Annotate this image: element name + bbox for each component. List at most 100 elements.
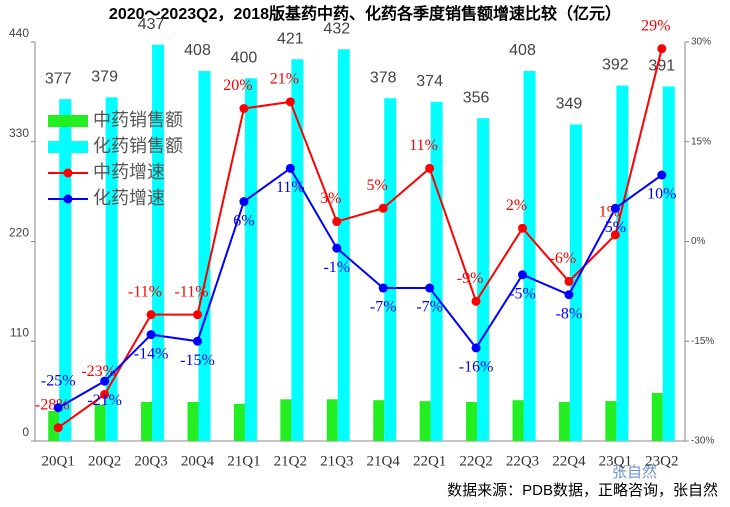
legend-swatch [63,194,73,204]
bar [141,402,153,441]
x-tick-label: 21Q4 [367,453,401,469]
bar [187,402,199,441]
bar-value-label: 408 [184,42,211,59]
bar-value-label: 377 [45,70,72,87]
bar [662,86,675,442]
bar [48,411,60,441]
bar-value-label: 392 [602,57,629,74]
line-value-label: 5% [367,177,388,194]
y2-tick-label: 30% [691,37,711,48]
y-tick-label: 440 [9,26,29,40]
bar [419,401,431,441]
line-marker [193,336,202,346]
bar [558,402,570,441]
line-value-label: 20% [223,77,252,94]
line-marker [610,203,620,213]
line-value-label: -1% [323,259,350,276]
line-value-label: 11% [276,179,305,196]
line-value-label: 6% [233,212,254,229]
line-marker [100,389,110,399]
x-tick-label: 21Q3 [320,453,353,469]
line [57,48,663,429]
line [57,166,663,409]
bar-value-label: 421 [277,30,304,47]
watermark: 张自然 [612,464,657,481]
line-value-label: 11% [409,137,438,154]
line-value-label: 21% [270,71,299,88]
source-note: 数据来源：PDB数据，正略咨询，张自然 [447,482,718,499]
line-marker [100,376,110,386]
legend-swatch [48,115,88,127]
line-value-label: 2% [506,197,527,214]
bar-value-label: 349 [556,96,583,113]
line-value-label: -11% [174,283,208,300]
line-marker [53,423,63,433]
x-tick-label: 20Q3 [134,453,167,469]
x-tick-label: 22Q3 [506,453,539,469]
legend-label: 化药增速 [93,188,165,208]
bar [233,403,245,441]
line-value-label: 3% [320,190,341,207]
line-value-label: -6% [550,250,577,267]
bar-value-label: 432 [323,20,350,37]
x-tick-label: 20Q1 [42,453,75,469]
line-marker [564,276,574,286]
line-value-label: -15% [180,352,215,369]
bar-value-label: 374 [416,73,443,90]
bar [466,402,478,441]
bar [477,118,490,441]
line-value-label: -5% [509,285,536,302]
x-tick-label: 23Q1 [599,453,632,469]
line-marker [610,230,620,240]
line-value-label: -23% [81,363,116,380]
bar-value-label: 378 [370,69,397,86]
y2-tick-label: -15% [691,336,714,347]
bar [94,404,106,441]
line-marker [285,97,295,107]
line-value-label: -21% [87,392,122,409]
bar [105,97,118,441]
x-tick-label: 23Q2 [645,453,678,469]
bar [244,78,257,441]
line-marker [53,403,63,413]
bar [430,101,443,441]
line-marker [193,310,202,320]
line-value-label: 10% [647,186,676,203]
y-tick-label: 0 [22,425,29,439]
bar [326,399,338,441]
line-value-label: -7% [370,299,397,316]
legend-label: 中药销售额 [93,110,183,130]
line-marker [657,170,667,180]
x-tick-label: 22Q4 [552,453,586,469]
line-marker [146,330,156,340]
legend-label: 化药销售额 [93,136,183,156]
bar [291,59,304,441]
legend-swatch [48,141,88,153]
x-tick-label: 21Q1 [227,453,260,469]
x-tick-label: 20Q4 [181,453,215,469]
line-value-label: -25% [41,372,76,389]
line-value-label: -8% [556,305,583,322]
x-tick-label: 21Q2 [274,453,307,469]
line-marker [146,310,156,320]
bar [616,85,629,441]
line-value-label: 5% [605,219,626,236]
legend-label: 中药增速 [93,162,165,182]
line-marker [518,223,527,233]
line-marker [239,104,249,113]
line-marker [518,270,527,280]
line-marker [471,296,481,306]
line-marker [471,343,481,353]
x-tick-label: 22Q1 [413,453,446,469]
bar [198,71,211,441]
line-value-label: -9% [457,270,484,287]
line-value-label: -16% [459,359,494,376]
line-value-label: -7% [416,299,443,316]
bar-value-label: 408 [509,42,536,59]
x-tick-label: 20Q2 [88,453,121,469]
bar [651,392,663,441]
bar [605,401,617,441]
line-marker [378,203,388,213]
bar-value-label: 437 [138,16,165,33]
